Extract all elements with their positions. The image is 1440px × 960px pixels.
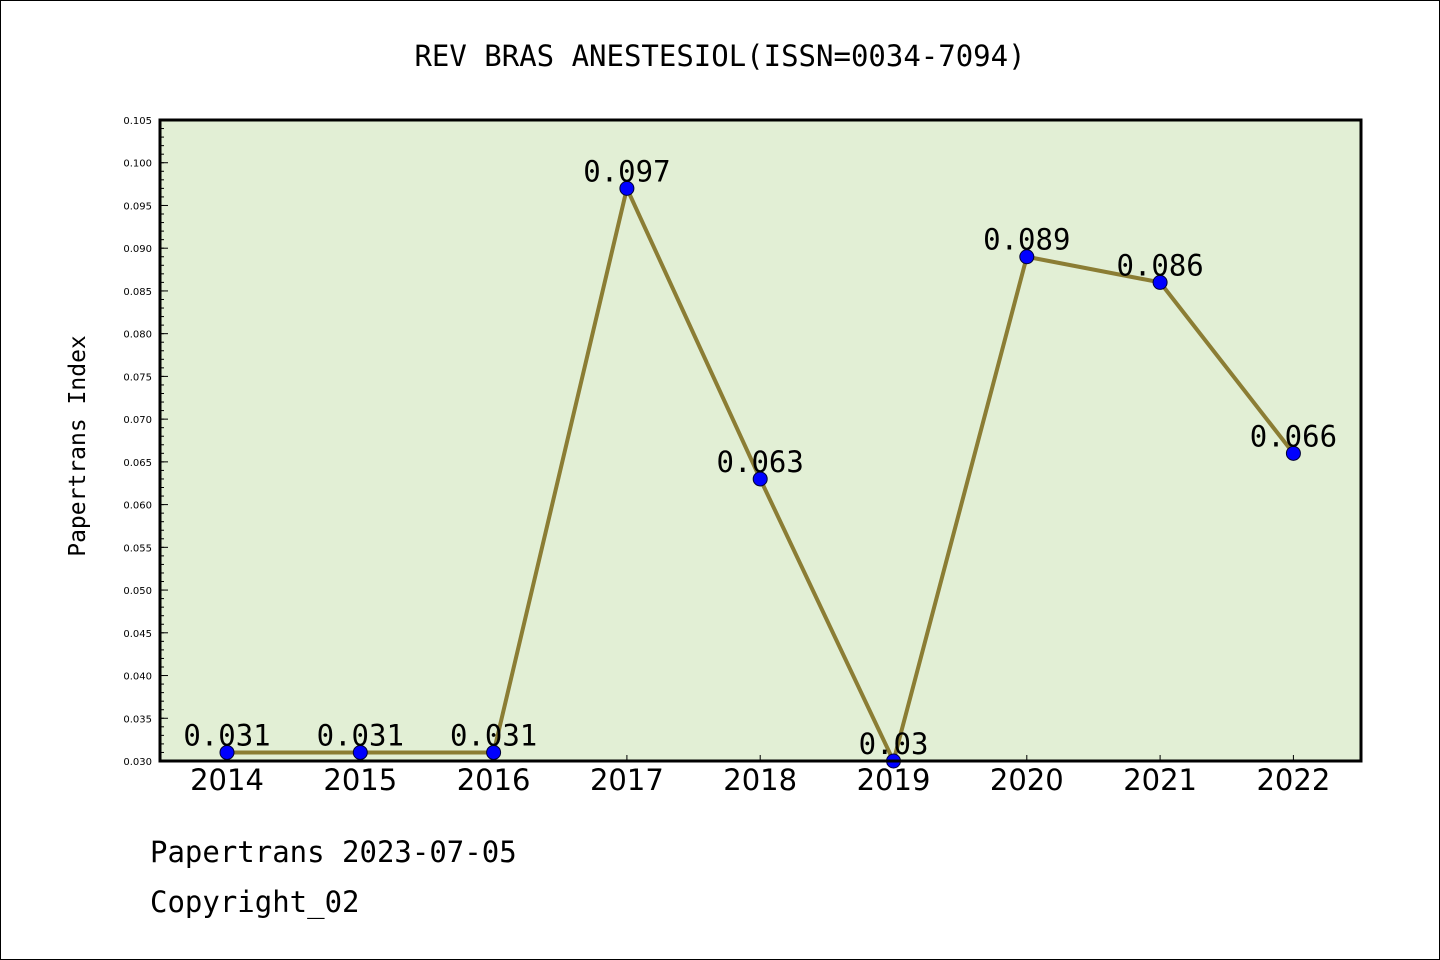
data-label: 0.097	[583, 154, 670, 188]
x-tick-label: 2016	[457, 763, 531, 797]
y-tick-label: 0.075	[123, 372, 152, 383]
x-tick-label: 2015	[323, 763, 397, 797]
x-tick-label: 2017	[590, 763, 664, 797]
data-label: 0.089	[983, 223, 1070, 257]
plot-border	[158, 118, 1363, 763]
x-tick-label: 2020	[990, 763, 1064, 797]
y-axis-label: Papertrans Index	[65, 335, 91, 557]
y-tick-label: 0.050	[123, 586, 152, 597]
footer-copyright: Copyright_02	[150, 885, 360, 919]
data-label: 0.063	[717, 445, 804, 479]
data-labels: 0.031 0.031 0.031 0.097 0.063 0.03 0.089 0.086 0…	[183, 154, 1337, 761]
x-tick-label: 2022	[1256, 763, 1330, 797]
data-point	[619, 180, 635, 196]
y-tick-label: 0.070	[123, 415, 152, 426]
y-axis: 0.030 0.035 0.040 0.045 0.050 0.055 0.060 0.065…	[123, 116, 168, 768]
data-point	[486, 744, 502, 760]
data-point	[352, 744, 368, 760]
y-tick-label: 0.085	[123, 287, 152, 298]
y-tick-label: 0.090	[123, 244, 152, 255]
data-label: 0.031	[317, 718, 404, 752]
data-label: 0.031	[450, 718, 537, 752]
data-label: 0.03	[859, 727, 929, 761]
x-tick-label: 2019	[857, 763, 931, 797]
data-label: 0.066	[1250, 419, 1337, 453]
data-point	[752, 471, 768, 487]
chart-title: REV BRAS ANESTESIOL(ISSN=0034-7094)	[414, 39, 1025, 73]
data-point	[1285, 445, 1301, 461]
x-tick-label: 2018	[723, 763, 797, 797]
x-axis: 2014 2015 2016 2017 2018 2019 2020 2021 2022	[190, 755, 1330, 797]
y-tick-label: 0.055	[123, 543, 152, 554]
data-point	[219, 744, 235, 760]
y-tick-label: 0.030	[123, 757, 152, 768]
footer-date: Papertrans 2023-07-05	[150, 835, 517, 869]
data-point	[1019, 249, 1035, 265]
data-point	[1152, 274, 1168, 290]
plot-area	[160, 120, 1361, 761]
y-tick-label: 0.100	[123, 159, 152, 170]
x-tick-label: 2014	[190, 763, 264, 797]
y-tick-label: 0.040	[123, 672, 152, 683]
y-tick-label: 0.080	[123, 330, 152, 341]
data-label: 0.031	[183, 718, 270, 752]
x-tick-label: 2021	[1123, 763, 1197, 797]
y-tick-label: 0.105	[123, 116, 152, 127]
data-label: 0.086	[1116, 248, 1203, 282]
y-tick-label: 0.060	[123, 501, 152, 512]
data-markers	[219, 180, 1301, 769]
y-tick-label: 0.095	[123, 201, 152, 212]
y-tick-label: 0.035	[123, 714, 152, 725]
y-tick-label: 0.045	[123, 629, 152, 640]
y-tick-label: 0.065	[123, 458, 152, 469]
